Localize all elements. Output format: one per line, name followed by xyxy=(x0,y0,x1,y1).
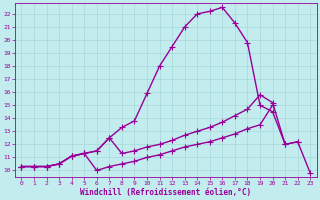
X-axis label: Windchill (Refroidissement éolien,°C): Windchill (Refroidissement éolien,°C) xyxy=(80,188,252,197)
